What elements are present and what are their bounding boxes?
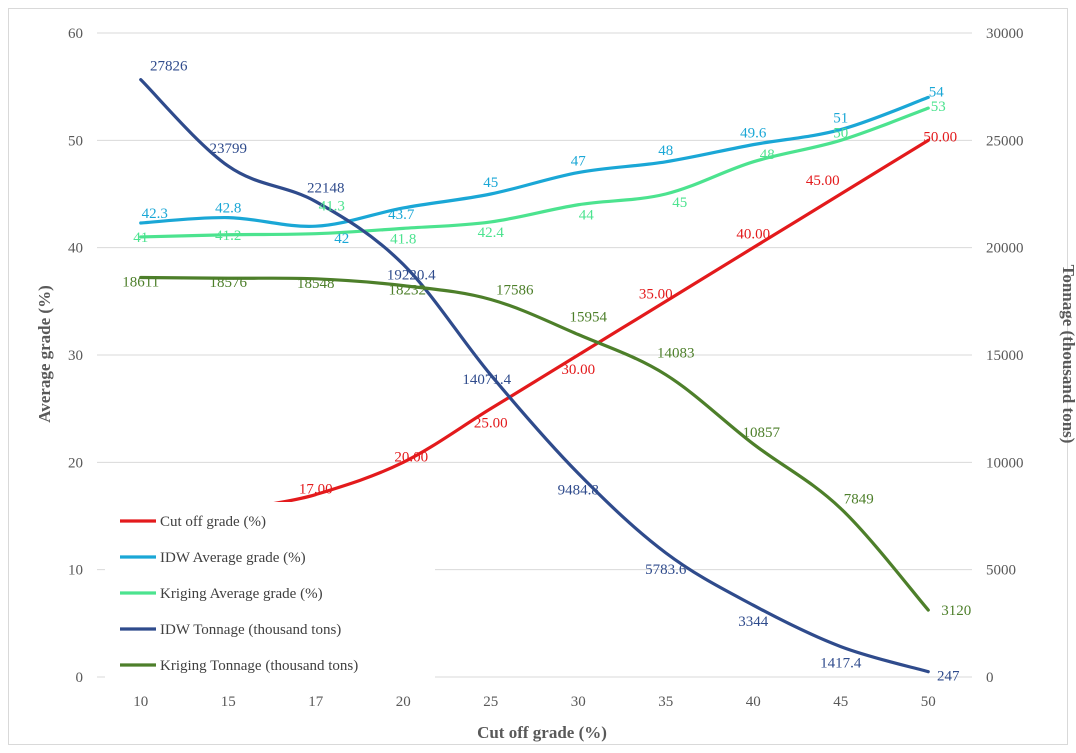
data-label: 51 — [833, 111, 848, 127]
data-label: 17586 — [496, 282, 534, 298]
y2-tick-label: 30000 — [986, 26, 1024, 42]
data-label: 41 — [133, 230, 148, 246]
x-tick-label: 17 — [308, 694, 324, 710]
data-label: 45 — [672, 195, 687, 211]
data-label: 47 — [571, 154, 587, 170]
data-label: 25.00 — [474, 416, 508, 432]
data-label: 41.3 — [319, 199, 345, 215]
data-label: 9484.8 — [558, 482, 599, 498]
series-line — [139, 106, 930, 239]
data-label: 42.4 — [478, 225, 505, 241]
series-lines — [139, 78, 930, 674]
data-label: 7849 — [844, 492, 874, 508]
y2-tick-label: 20000 — [986, 241, 1024, 257]
legend: Cut off grade (%) IDW Average grade (%) Kr… — [120, 514, 358, 674]
data-label: 3344 — [738, 614, 769, 630]
data-label: 18611 — [122, 274, 159, 290]
x-tick-label: 45 — [833, 694, 848, 710]
x-tick-label: 20 — [396, 694, 411, 710]
y-axis-title: Average grade (%) — [35, 285, 54, 423]
x-tick-label: 10 — [133, 694, 148, 710]
data-label: 43.7 — [388, 207, 415, 223]
legend-background — [105, 502, 435, 684]
y-axis-right: 0 5000 10000 15000 20000 25000 30000 — [986, 26, 1024, 686]
y-axis-left: 0 10 20 30 40 50 60 — [68, 26, 83, 686]
y2-tick-label: 25000 — [986, 133, 1024, 149]
y-tick-label: 30 — [68, 348, 83, 364]
data-label: 23799 — [210, 141, 248, 157]
y2-axis-title: Tonnage (thousand tons) — [1059, 265, 1076, 444]
data-label: 35.00 — [639, 286, 673, 302]
data-label: 42.3 — [142, 206, 168, 222]
y-tick-label: 10 — [68, 563, 83, 579]
x-tick-label: 25 — [483, 694, 498, 710]
x-axis: 10 15 17 20 25 30 35 40 45 50 — [133, 694, 936, 710]
legend-label: Kriging Tonnage (thousand tons) — [160, 658, 358, 674]
x-tick-label: 35 — [658, 694, 673, 710]
data-label: 22148 — [307, 181, 345, 197]
data-label: 30.00 — [561, 362, 595, 378]
data-label: 42.8 — [215, 201, 241, 217]
data-label: 247 — [937, 669, 960, 685]
data-label: 18232 — [389, 283, 427, 299]
y-tick-label: 0 — [76, 670, 84, 686]
x-tick-label: 30 — [571, 694, 586, 710]
data-label: 19220.4 — [387, 267, 436, 283]
series-line — [139, 78, 930, 674]
data-label: 27826 — [150, 59, 188, 75]
data-label: 44 — [579, 208, 595, 224]
y-tick-label: 40 — [68, 241, 83, 257]
data-label: 5783.6 — [645, 562, 687, 578]
data-label: 10857 — [743, 425, 781, 441]
data-label: 15954 — [570, 310, 608, 326]
data-label: 18576 — [210, 275, 248, 291]
data-label: 41.2 — [215, 228, 241, 244]
data-label: 54 — [929, 84, 945, 100]
data-label: 49.6 — [740, 126, 767, 142]
series-line — [139, 95, 930, 228]
legend-label: IDW Average grade (%) — [160, 550, 306, 566]
series-line — [139, 275, 930, 612]
x-tick-label: 15 — [221, 694, 236, 710]
y2-tick-label: 5000 — [986, 563, 1016, 579]
y2-tick-label: 15000 — [986, 348, 1024, 364]
data-label: 50 — [833, 125, 848, 141]
legend-label: Kriging Average grade (%) — [160, 586, 323, 602]
data-label: 3120 — [941, 603, 971, 619]
data-label: 20.00 — [394, 449, 428, 465]
data-label: 42 — [334, 231, 349, 247]
legend-label: IDW Tonnage (thousand tons) — [160, 622, 341, 638]
x-tick-label: 40 — [746, 694, 761, 710]
data-label: 50.00 — [923, 129, 957, 145]
y-tick-label: 50 — [68, 133, 83, 149]
data-label: 1417.4 — [820, 656, 862, 672]
data-label: 45.00 — [806, 173, 840, 189]
data-label: 17.00 — [299, 482, 333, 498]
data-label: 41.8 — [390, 231, 416, 247]
x-tick-label: 50 — [921, 694, 936, 710]
y-tick-label: 20 — [68, 455, 83, 471]
data-labels: 17.00 20.00 25.00 30.00 35.00 40.00 45.00 50.00… — [122, 59, 971, 685]
data-label: 53 — [931, 99, 946, 115]
data-label: 48 — [760, 147, 775, 163]
data-label: 18548 — [297, 276, 335, 292]
x-axis-title: Cut off grade (%) — [477, 723, 607, 742]
data-label: 48 — [658, 143, 673, 159]
data-label: 14083 — [657, 346, 695, 362]
y2-tick-label: 0 — [986, 670, 994, 686]
data-label: 45 — [483, 175, 498, 191]
y-tick-label: 60 — [68, 26, 83, 42]
y2-tick-label: 10000 — [986, 455, 1024, 471]
data-label: 40.00 — [736, 227, 770, 243]
legend-label: Cut off grade (%) — [160, 514, 266, 530]
data-label: 14071.4 — [462, 372, 511, 388]
